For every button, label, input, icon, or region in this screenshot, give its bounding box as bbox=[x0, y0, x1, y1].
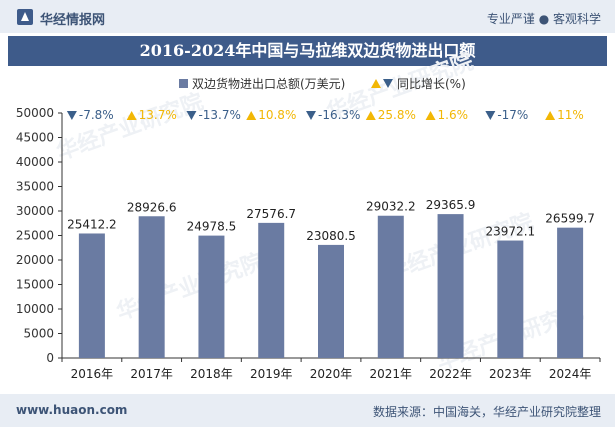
growth-label: -7.8% bbox=[79, 108, 114, 122]
y-tick-label: 15000 bbox=[16, 278, 54, 292]
slogan: 专业严谨 ● 客观科学 bbox=[486, 12, 601, 26]
x-labels: 2016年 2017年 2018年 2019年 2020年 2021年 2022年 2023年… bbox=[71, 367, 592, 381]
growth-up-triangle-icon bbox=[425, 111, 436, 120]
legend-down-triangle-icon bbox=[383, 79, 393, 88]
growth-up-triangle-icon bbox=[126, 111, 137, 120]
bars bbox=[78, 214, 584, 358]
y-tick-label: 5000 bbox=[23, 327, 54, 341]
growth-down-triangle-icon bbox=[485, 111, 496, 120]
bar-value-label: 29032.2 bbox=[366, 200, 416, 214]
growth-down-triangle-icon bbox=[306, 111, 316, 120]
y-tick-label: 20000 bbox=[16, 253, 54, 267]
growth-label: 25.8% bbox=[378, 108, 416, 122]
bar bbox=[377, 215, 404, 358]
bar-value-label: 27576.7 bbox=[246, 207, 296, 221]
legend-up-triangle-icon bbox=[371, 79, 381, 88]
brand-name: 华经情报网 bbox=[40, 13, 106, 28]
value-labels: 25412.2 28926.6 24978.5 27576.7 23080.5 29032… bbox=[67, 198, 595, 243]
legend: 双边货物进出口总额(万美元) 同比增长(%) bbox=[179, 76, 466, 91]
legend-growth-label: 同比增长(%) bbox=[397, 77, 466, 91]
x-tick-label: 2017年 bbox=[130, 367, 173, 381]
growth-down-triangle-icon bbox=[186, 111, 197, 120]
x-tick-label: 2024年 bbox=[549, 367, 592, 381]
x-tick-label: 2018年 bbox=[190, 367, 233, 381]
bar bbox=[318, 244, 344, 358]
growth-row: -7.8% 13.7% -13.7% 10.8% -16.3% 25.8% 1.6% -17%… bbox=[66, 108, 584, 122]
growth-up-triangle-icon bbox=[545, 111, 556, 120]
bar bbox=[78, 233, 105, 358]
x-tick-label: 2023年 bbox=[489, 367, 532, 381]
watermark-text: 华经产业研究院 bbox=[113, 249, 267, 326]
y-tick-label: 30000 bbox=[16, 204, 54, 218]
growth-label: -16.3% bbox=[318, 108, 360, 122]
growth-up-triangle-icon bbox=[246, 111, 257, 120]
bar-value-label: 26599.7 bbox=[545, 212, 595, 226]
x-tick-label: 2019年 bbox=[250, 367, 293, 381]
legend-bar-swatch bbox=[179, 79, 188, 88]
growth-label: -13.7% bbox=[198, 108, 240, 122]
bar bbox=[437, 214, 464, 358]
growth-label: 11% bbox=[557, 108, 584, 122]
y-tick-label: 40000 bbox=[16, 155, 54, 169]
site-url: www.huaon.com bbox=[16, 403, 128, 417]
y-tick-label: 45000 bbox=[16, 131, 54, 145]
y-tick-label: 0 bbox=[46, 351, 54, 365]
x-tick-label: 2020年 bbox=[310, 367, 353, 381]
growth-label: 13.7% bbox=[139, 108, 177, 122]
growth-label: 10.8% bbox=[258, 108, 296, 122]
y-tick-label: 25000 bbox=[16, 229, 54, 243]
chart-title: 2016-2024年中国与马拉维双边货物进出口额 bbox=[139, 41, 476, 60]
growth-up-triangle-icon bbox=[365, 111, 376, 120]
bar bbox=[138, 216, 165, 358]
huajing-logo-icon bbox=[17, 9, 33, 25]
x-tick-label: 2016年 bbox=[71, 367, 114, 381]
legend-bar-label: 双边货物进出口总额(万美元) bbox=[192, 76, 345, 91]
top-bar: 华经情报网 专业严谨 ● 客观科学 bbox=[0, 0, 615, 33]
growth-label: 1.6% bbox=[438, 108, 469, 122]
bar bbox=[258, 222, 285, 358]
bar-value-label: 23080.5 bbox=[306, 229, 356, 243]
y-tick-label: 35000 bbox=[16, 180, 54, 194]
title-bar: 2016-2024年中国与马拉维双边货物进出口额 bbox=[8, 36, 607, 66]
bar-value-label: 23972.1 bbox=[486, 225, 536, 239]
bar bbox=[198, 235, 225, 358]
data-source: 数据来源：中国海关，华经产业研究院整理 bbox=[372, 405, 601, 419]
bar-value-label: 25412.2 bbox=[67, 217, 117, 231]
growth-label: -17% bbox=[497, 108, 528, 122]
bar bbox=[557, 227, 584, 358]
growth-down-triangle-icon bbox=[66, 111, 77, 120]
bar-value-label: 28926.6 bbox=[127, 200, 177, 214]
footer-bar: www.huaon.com 数据来源：中国海关，华经产业研究院整理 bbox=[0, 394, 615, 427]
x-tick-label: 2022年 bbox=[429, 367, 472, 381]
y-tick-label: 50000 bbox=[16, 106, 54, 120]
watermark-text: 华经产业研究院 bbox=[53, 89, 207, 166]
y-tick-label: 10000 bbox=[16, 302, 54, 316]
bar-value-label: 24978.5 bbox=[187, 220, 237, 234]
bar bbox=[497, 240, 524, 358]
x-tick-label: 2021年 bbox=[370, 367, 413, 381]
bar-value-label: 29365.9 bbox=[426, 198, 476, 212]
